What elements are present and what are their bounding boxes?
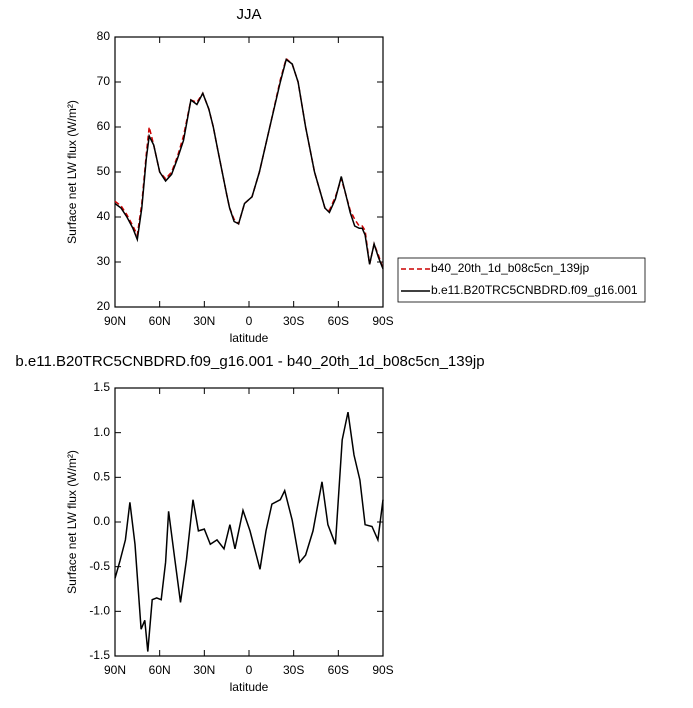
x-tick-label: 60N [149,663,171,677]
y-tick-label: 60 [97,119,111,133]
x-tick-label: 0 [246,663,253,677]
x-tick-label: 30N [193,314,215,328]
x-tick-label: 60N [149,314,171,328]
x-tick-label: 90N [104,314,126,328]
y-tick-label: 20 [97,299,111,313]
y-tick-label: 30 [97,254,111,268]
y-tick-label: 80 [97,29,111,43]
x-tick-label: 0 [246,314,253,328]
x-tick-label: 30N [193,663,215,677]
plot-frame [114,36,384,308]
x-tick-label: 30S [283,663,304,677]
plot-frame [114,387,384,657]
legend-box [397,257,646,303]
x-tick-label: 30S [283,314,304,328]
y-tick-label: 40 [97,209,111,223]
chart-title: JJA [236,6,261,23]
x-axis-label: latitude [230,680,269,694]
x-axis-label: latitude [230,331,269,345]
y-axis-label: Surface net LW flux (W/m²) [65,450,79,594]
x-tick-label: 60S [328,663,349,677]
legend-label: b.e11.B20TRC5CNBDRD.f09_g16.001 [431,283,638,297]
x-tick-label: 90S [372,663,393,677]
x-tick-label: 90N [104,663,126,677]
data-line [114,58,384,270]
y-tick-label: 50 [97,164,111,178]
y-tick-label: 1.0 [93,425,110,439]
y-tick-label: -0.5 [89,559,110,573]
y-tick-label: 0.5 [93,470,110,484]
legend-label: b40_20th_1d_b08c5cn_139jp [431,261,589,275]
data-line [114,57,384,270]
y-tick-label: 1.5 [93,380,110,394]
data-line [114,411,384,652]
y-tick-label: -1.0 [89,604,110,618]
y-tick-label: 70 [97,74,111,88]
y-tick-label: -1.5 [89,648,110,662]
chart-title: b.e11.B20TRC5CNBDRD.f09_g16.001 - b40_20… [15,353,484,370]
y-tick-label: 0.0 [93,514,110,528]
y-axis-label: Surface net LW flux (W/m²) [65,100,79,244]
x-tick-label: 60S [328,314,349,328]
x-tick-label: 90S [372,314,393,328]
